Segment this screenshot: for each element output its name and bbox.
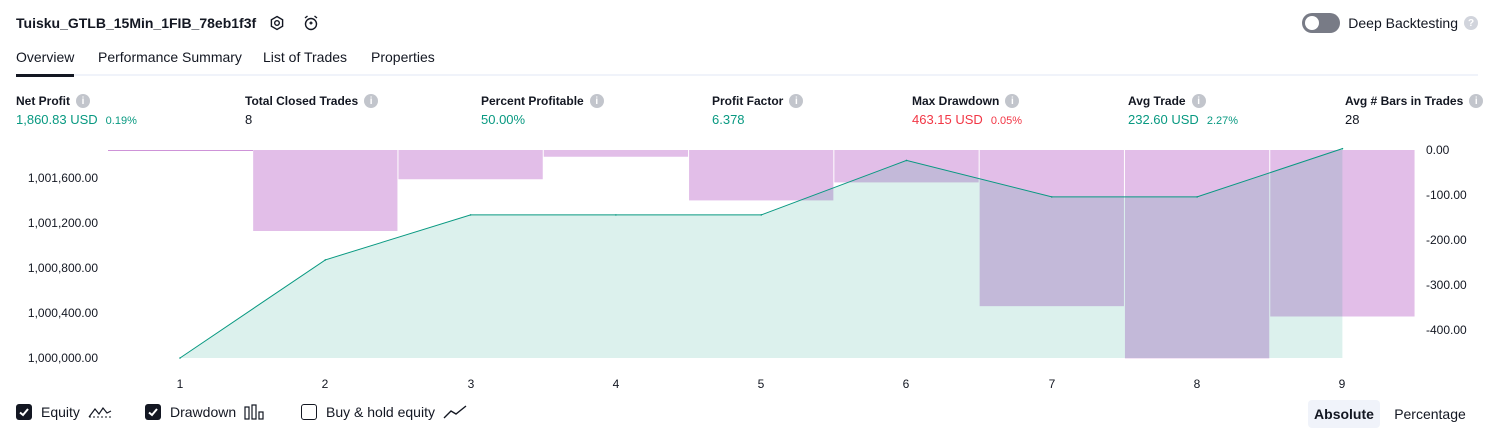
metric-label: Profit Factor <box>712 94 784 108</box>
deep-backtesting-toggle[interactable] <box>1302 13 1341 33</box>
absolute-toggle-button[interactable]: Absolute <box>1308 400 1380 428</box>
legend-label: Buy & hold equity <box>326 404 435 420</box>
metric-percent-profitable: Percent Profitable i 50.00% <box>481 94 604 127</box>
metric-value: 1,860.83 USD <box>16 112 98 127</box>
legend-buy-hold-equity[interactable]: Buy & hold equity <box>301 404 467 420</box>
drawdown-bar <box>834 150 979 183</box>
drawdown-bar <box>108 150 253 151</box>
info-icon[interactable]: i <box>76 94 90 108</box>
tab-performance-summary[interactable]: Performance Summary <box>98 49 242 65</box>
right-axis-tick: -300.00 <box>1426 278 1467 292</box>
strategy-header: Tuisku_GTLB_15Min_1FIB_78eb1f3f Deep Bac… <box>16 10 1478 38</box>
gear-icon[interactable] <box>266 12 288 34</box>
metric-value: 463.15 USD <box>912 112 983 127</box>
metric-value: 6.378 <box>712 112 745 127</box>
drawdown-bar <box>253 150 398 231</box>
question-icon[interactable]: ? <box>1464 16 1478 30</box>
right-axis-tick: -100.00 <box>1426 188 1467 202</box>
info-icon[interactable]: i <box>789 94 804 108</box>
x-axis-tick: 7 <box>1048 377 1056 391</box>
metric-label: Avg Trade <box>1128 94 1186 108</box>
x-axis-tick: 5 <box>757 377 765 391</box>
equity-point <box>179 357 181 359</box>
metric-value: 50.00% <box>481 112 526 127</box>
tab-overview[interactable]: Overview <box>16 49 75 77</box>
equity-point <box>1196 196 1198 198</box>
deep-backtesting-control: Deep Backtesting ? <box>1302 13 1478 33</box>
metric-label: Max Drawdown <box>912 94 1000 108</box>
buy-hold-line-icon <box>443 404 467 420</box>
left-axis-tick: 1,000,800.00 <box>27 261 98 275</box>
drawdown-bar <box>1270 150 1415 317</box>
percentage-toggle-button[interactable]: Percentage <box>1394 406 1466 422</box>
x-axis-tick: 4 <box>612 377 620 391</box>
x-axis-tick: 3 <box>467 377 475 391</box>
drawdown-bar <box>1124 150 1270 359</box>
equity-point <box>469 214 472 216</box>
x-axis-tick: 8 <box>1193 377 1201 391</box>
equity-point <box>760 214 762 216</box>
deep-backtesting-label: Deep Backtesting <box>1348 15 1458 31</box>
metric-value: 28 <box>1345 112 1360 127</box>
metric-subvalue: 0.05% <box>990 115 1023 127</box>
metric-avg-bars-in-trades: Avg # Bars in Trades i 28 <box>1345 94 1484 127</box>
equity-drawdown-chart <box>108 147 1415 359</box>
buy-hold-equity-checkbox[interactable] <box>301 404 317 420</box>
drawdown-bar <box>689 150 834 201</box>
legend-label: Equity <box>41 404 80 420</box>
left-axis-tick: 1,001,600.00 <box>27 171 98 185</box>
strategy-title: Tuisku_GTLB_15Min_1FIB_78eb1f3f <box>16 15 257 31</box>
metric-max-drawdown: Max Drawdown i 463.15 USD 0.05% <box>912 94 1022 127</box>
legend-label: Drawdown <box>170 404 237 420</box>
info-icon[interactable]: i <box>589 94 604 108</box>
metric-avg-trade: Avg Trade i 232.60 USD 2.27% <box>1128 94 1238 127</box>
info-icon[interactable]: i <box>1005 94 1020 108</box>
drawdown-bar <box>543 150 689 157</box>
left-axis-tick: 1,000,400.00 <box>27 306 98 320</box>
left-axis-tick: 1,001,200.00 <box>27 216 98 230</box>
tab-bar: Overview Performance Summary List of Tra… <box>16 46 1478 77</box>
metric-subvalue: 2.27% <box>1206 115 1239 127</box>
tab-properties[interactable]: Properties <box>371 49 435 65</box>
info-icon[interactable]: i <box>364 94 379 108</box>
equity-line-icon <box>88 404 112 420</box>
drawdown-bar <box>398 150 543 180</box>
right-axis-tick: 0.00 <box>1426 143 1450 157</box>
drawdown-bar <box>979 150 1124 307</box>
legend-drawdown[interactable]: Drawdown <box>145 404 266 420</box>
metric-net-profit: Net Profit i 1,860.83 USD 0.19% <box>16 94 137 127</box>
metric-label: Net Profit <box>16 94 70 108</box>
equity-point <box>615 214 617 216</box>
equity-point <box>1341 147 1344 150</box>
equity-checkbox[interactable] <box>16 404 32 420</box>
metric-total-closed-trades: Total Closed Trades i 8 <box>245 94 379 127</box>
toggle-knob <box>1305 16 1320 30</box>
equity-area <box>180 148 1343 358</box>
drawdown-checkbox[interactable] <box>145 404 161 420</box>
right-axis-tick: -200.00 <box>1426 233 1467 247</box>
metric-label: Avg # Bars in Trades <box>1345 94 1464 108</box>
equity-point <box>324 259 327 261</box>
info-icon[interactable]: i <box>1191 94 1206 108</box>
right-axis-tick: -400.00 <box>1426 323 1467 337</box>
x-axis-tick: 2 <box>321 377 329 391</box>
equity-point <box>1051 196 1053 198</box>
left-axis-tick: 1,000,000.00 <box>27 351 98 365</box>
drawdown-bars-icon <box>244 404 266 420</box>
metric-value: 8 <box>245 112 253 127</box>
x-axis-tick: 6 <box>902 377 910 391</box>
metric-value: 232.60 USD <box>1128 112 1199 127</box>
x-axis-tick: 9 <box>1338 377 1346 391</box>
tab-list-of-trades[interactable]: List of Trades <box>263 49 348 65</box>
x-axis-tick: 1 <box>176 377 184 391</box>
legend-equity[interactable]: Equity <box>16 404 112 420</box>
metric-profit-factor: Profit Factor i 6.378 <box>712 94 804 127</box>
metric-label: Percent Profitable <box>481 94 584 108</box>
metric-subvalue: 0.19% <box>105 115 137 127</box>
equity-point <box>905 159 908 162</box>
info-icon[interactable]: i <box>1469 94 1484 108</box>
alarm-clock-icon[interactable] <box>300 12 322 34</box>
metric-label: Total Closed Trades <box>245 94 359 108</box>
